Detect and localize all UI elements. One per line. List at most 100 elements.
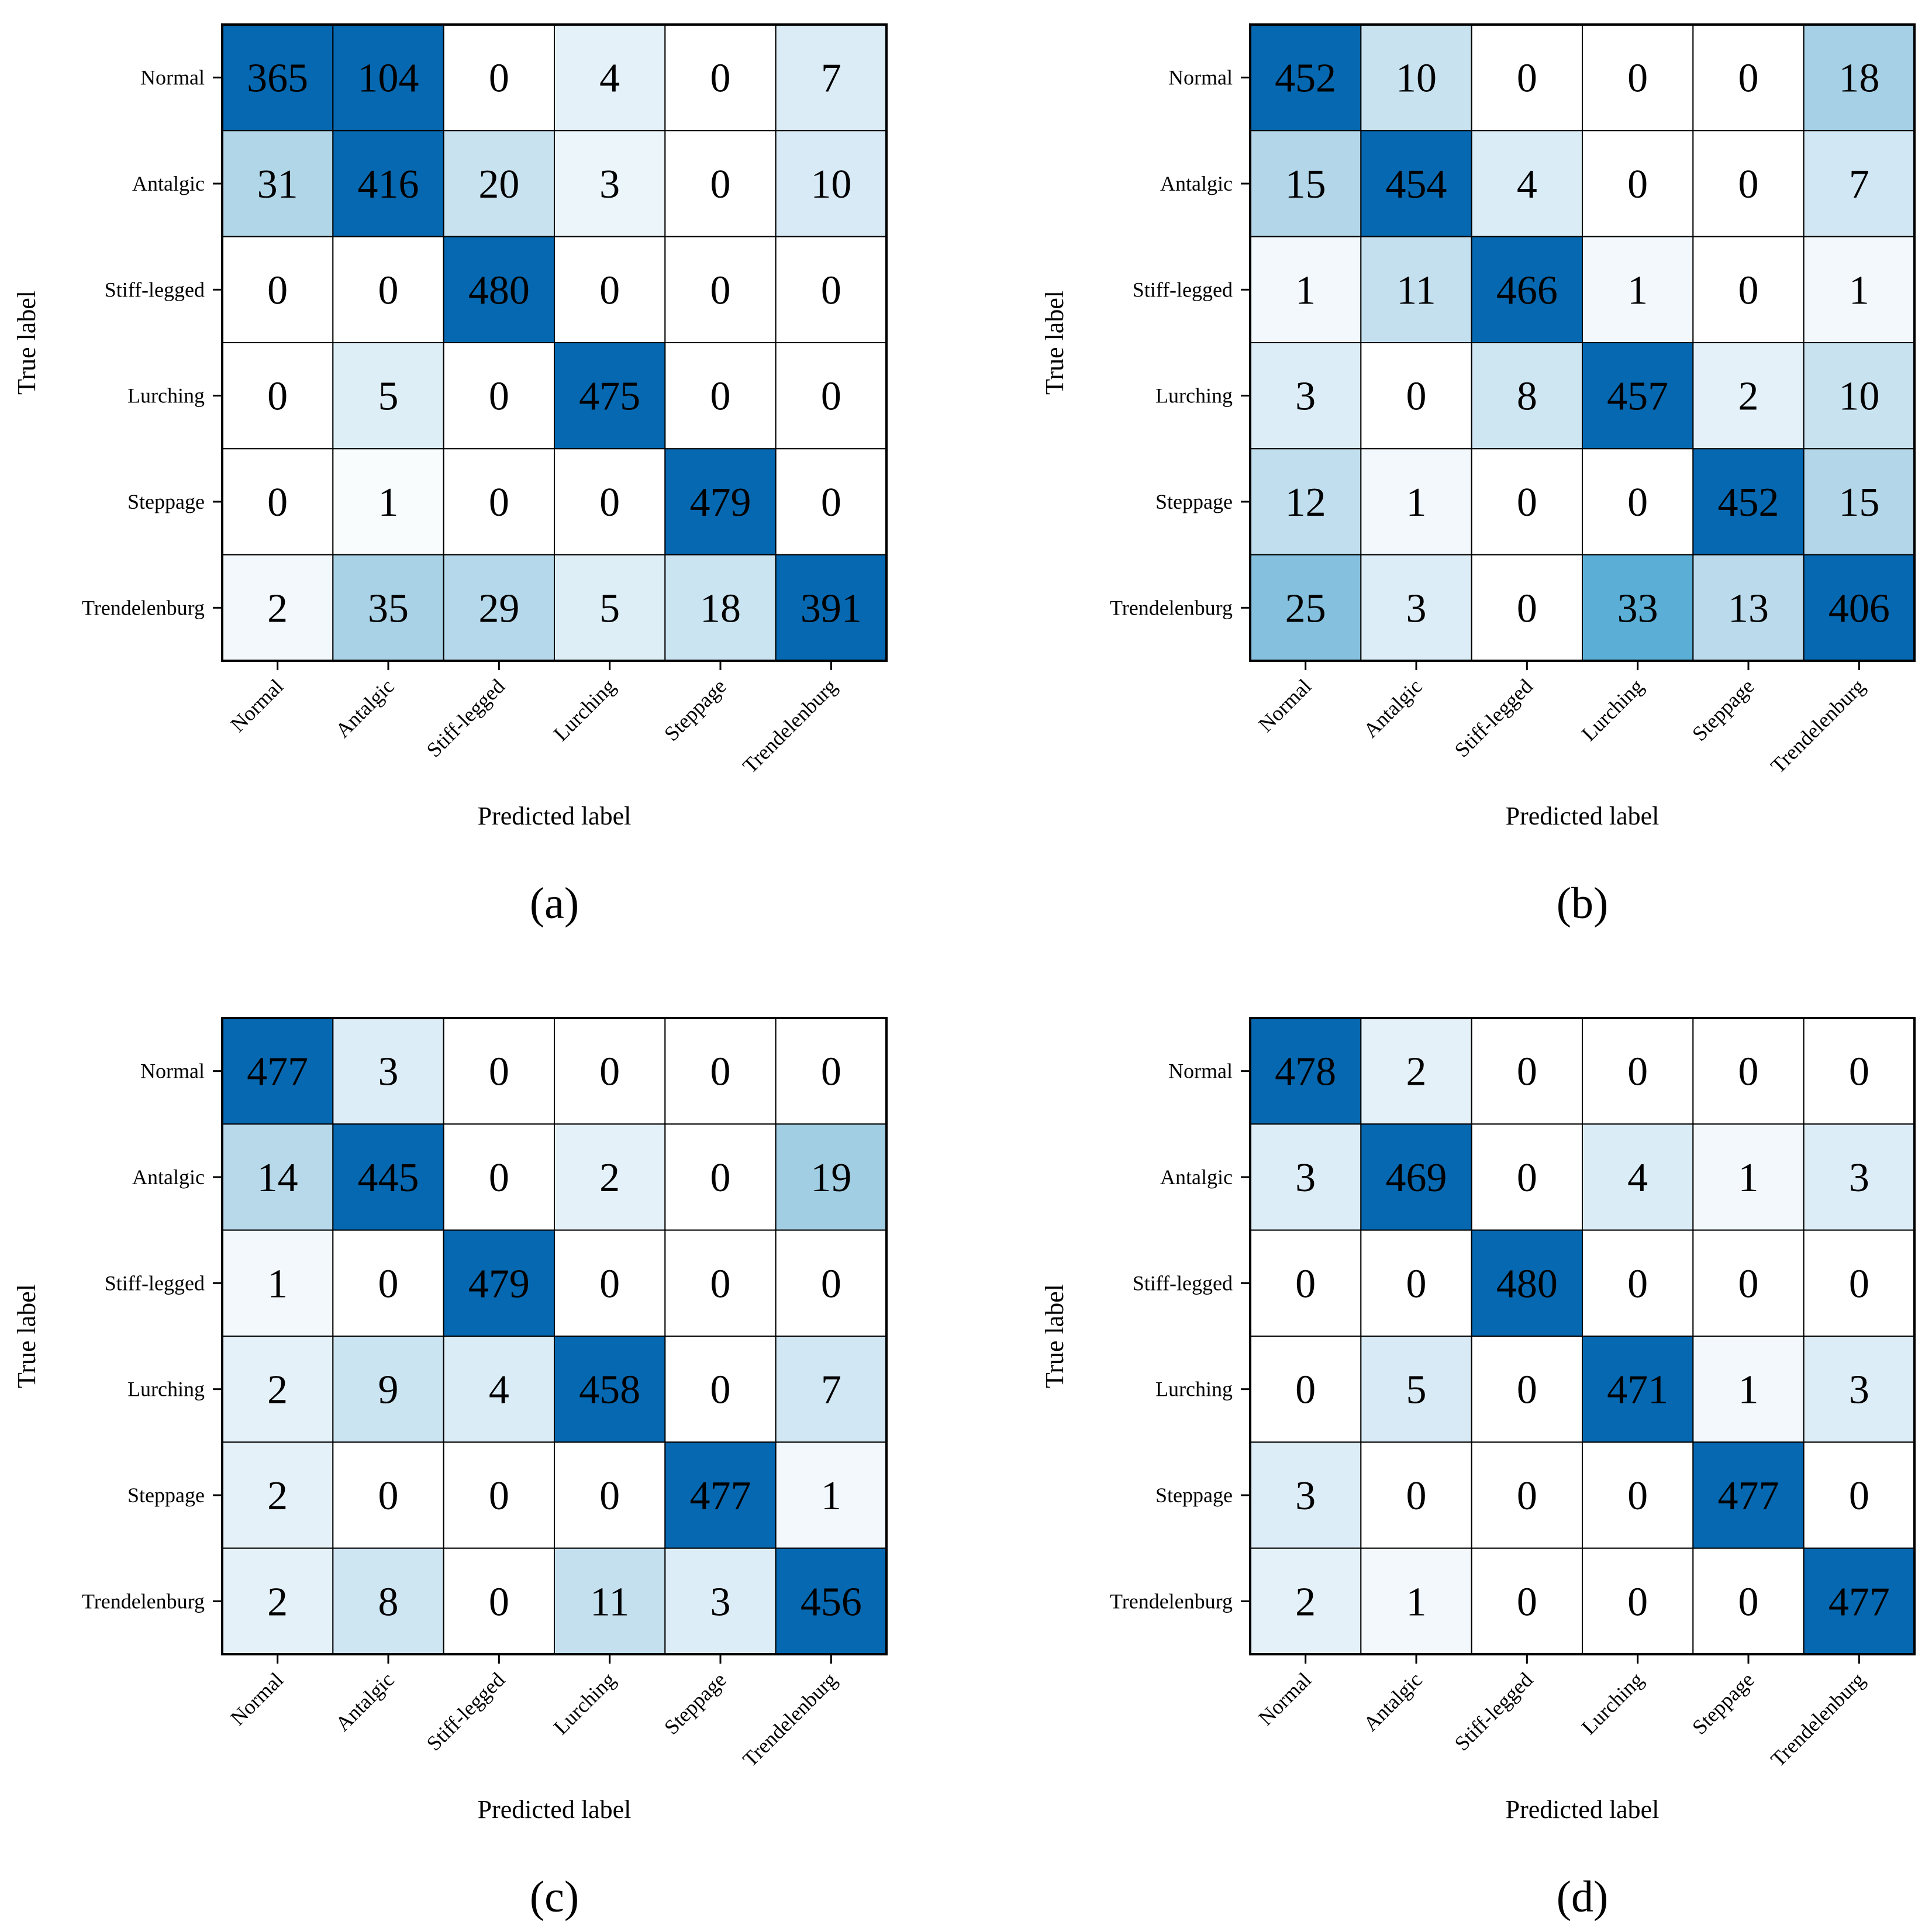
x-tick-label: Antalgic xyxy=(1359,1668,1427,1736)
x-tick-label: Stiff-legged xyxy=(1450,1668,1537,1755)
cell-value-label: 10 xyxy=(1396,56,1437,101)
x-axis-title: Predicted label xyxy=(1506,802,1660,830)
cell-value-label: 0 xyxy=(1627,480,1648,525)
matrix-cell xyxy=(443,1017,556,1125)
cell-value-label: 15 xyxy=(1838,480,1879,525)
x-tick-label: Antalgic xyxy=(331,674,399,742)
y-tick-label: Stiff-legged xyxy=(1133,278,1233,301)
x-tick-label: Normal xyxy=(1254,674,1316,736)
cell-value-label: 19 xyxy=(810,1155,851,1200)
confusion-matrix-panel-d: 478 2 0 0 0 0 3 469 0 4 1 3 0 0 480 0 0 0 0 5 0 471 1 3 3 0 0 0 477 0… xyxy=(1040,1017,1916,1921)
cell-value-label: 0 xyxy=(1627,1050,1648,1095)
cell-value-label: 0 xyxy=(1517,56,1537,101)
x-tick-label: Stiff-legged xyxy=(1450,674,1537,761)
cell-value-label: 0 xyxy=(1517,586,1537,631)
cell-value-label: 479 xyxy=(468,1261,530,1306)
x-tick-label: Stiff-legged xyxy=(422,1668,509,1755)
matrix-cell xyxy=(1471,130,1583,237)
panel-caption: (d) xyxy=(1557,1872,1609,1921)
cell-value-label: 33 xyxy=(1617,586,1658,631)
cell-value-label: 104 xyxy=(358,56,419,101)
cell-value-label: 0 xyxy=(489,1579,509,1624)
matrix-cell xyxy=(332,236,444,343)
cell-value-label: 0 xyxy=(599,480,620,525)
y-tick-label: Lurching xyxy=(127,384,205,408)
cell-value-label: 0 xyxy=(1517,1155,1537,1200)
y-tick-label: Normal xyxy=(1168,1060,1233,1083)
x-tick-label: Trendelenburg xyxy=(1766,1668,1869,1771)
cell-value-label: 11 xyxy=(590,1579,629,1624)
x-axis-title: Predicted label xyxy=(478,802,632,830)
cell-value-label: 477 xyxy=(247,1050,308,1095)
matrix-cell xyxy=(1803,1123,1916,1231)
matrix-cell xyxy=(1471,342,1583,450)
matrix-cell xyxy=(1803,1441,1916,1549)
cell-value-label: 1 xyxy=(1627,268,1648,313)
cell-value-label: 3 xyxy=(378,1050,399,1095)
matrix-cell xyxy=(443,1547,556,1655)
cell-value-label: 478 xyxy=(1275,1050,1336,1095)
cell-value-label: 1 xyxy=(1406,1579,1427,1624)
cell-value-label: 0 xyxy=(1406,374,1427,419)
matrix-cell xyxy=(1692,554,1805,662)
cell-value-label: 457 xyxy=(1607,374,1668,419)
cell-value-label: 7 xyxy=(821,56,841,101)
matrix-cell xyxy=(1471,1547,1583,1655)
cell-value-label: 2 xyxy=(267,1579,288,1624)
matrix-cell xyxy=(664,554,777,662)
cell-value-label: 35 xyxy=(368,586,409,631)
cell-value-label: 10 xyxy=(810,162,851,207)
cell-value-label: 452 xyxy=(1718,480,1779,525)
matrix-cell xyxy=(1582,448,1694,556)
cell-value-label: 0 xyxy=(1627,56,1648,101)
matrix-cell xyxy=(1582,1441,1694,1549)
matrix-cell xyxy=(1692,1017,1805,1125)
matrix-cell xyxy=(1582,554,1694,662)
x-tick-label: Antalgic xyxy=(1359,674,1427,742)
cell-value-label: 0 xyxy=(710,1050,731,1095)
matrix-cell xyxy=(664,236,777,343)
matrix-cell xyxy=(1360,236,1472,343)
cell-value-label: 391 xyxy=(801,586,862,631)
y-tick-label: Steppage xyxy=(127,490,205,513)
cell-value-label: 477 xyxy=(1718,1474,1779,1519)
y-tick-label: Stiff-legged xyxy=(105,278,205,301)
matrix-cell xyxy=(664,1123,777,1231)
y-tick-label: Trendelenburg xyxy=(1110,1589,1233,1613)
y-tick-label: Steppage xyxy=(127,1484,205,1507)
matrix-cell xyxy=(443,1336,556,1443)
matrix-cell xyxy=(554,1017,666,1125)
cell-value-label: 479 xyxy=(690,480,751,525)
panel-caption: (c) xyxy=(530,1872,579,1921)
cell-value-label: 0 xyxy=(821,268,841,313)
cell-value-label: 5 xyxy=(1406,1368,1427,1413)
matrix-cell xyxy=(443,342,556,450)
y-tick-label: Trendelenburg xyxy=(82,596,205,619)
x-tick-label: Lurching xyxy=(1577,1668,1648,1739)
cell-value-label: 0 xyxy=(821,374,841,419)
matrix-cell xyxy=(1360,448,1472,556)
matrix-cell xyxy=(222,554,334,662)
matrix-cell xyxy=(1582,236,1694,343)
matrix-cell xyxy=(554,1336,666,1443)
x-tick-label: Lurching xyxy=(1577,674,1648,746)
matrix-cell xyxy=(222,1123,334,1231)
cell-value-label: 3 xyxy=(1849,1155,1869,1200)
matrix-cell xyxy=(1582,1123,1694,1231)
cell-value-label: 8 xyxy=(378,1579,399,1624)
cell-value-label: 18 xyxy=(700,586,741,631)
cell-value-label: 0 xyxy=(1738,268,1759,313)
cell-value-label: 3 xyxy=(1295,1155,1316,1200)
y-axis-title: True label xyxy=(1040,1284,1069,1388)
matrix-cell xyxy=(1803,448,1916,556)
cell-value-label: 458 xyxy=(579,1368,640,1413)
cell-value-label: 480 xyxy=(1496,1261,1558,1306)
cell-value-label: 416 xyxy=(358,162,419,207)
cell-value-label: 365 xyxy=(247,56,308,101)
cell-value-label: 0 xyxy=(821,1050,841,1095)
matrix-cell xyxy=(664,1017,777,1125)
cell-value-label: 25 xyxy=(1285,586,1326,631)
x-tick-label: Trendelenburg xyxy=(738,1668,841,1771)
x-tick-label: Lurching xyxy=(549,674,620,746)
